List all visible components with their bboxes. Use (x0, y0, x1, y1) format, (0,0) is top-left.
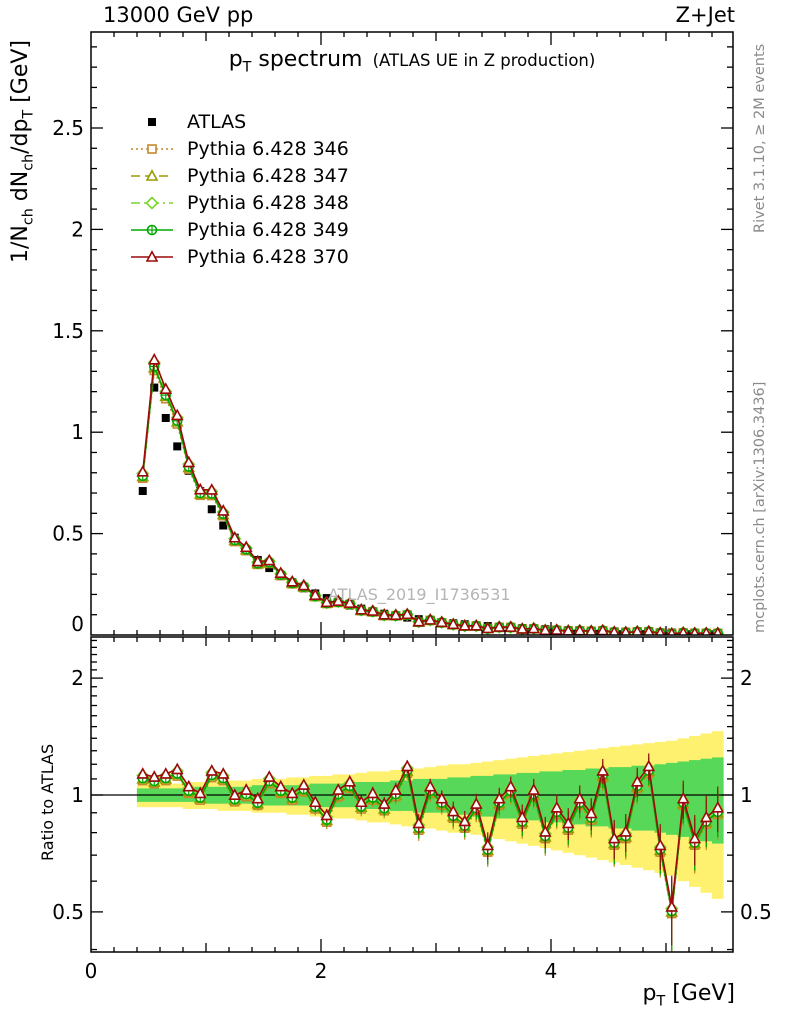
svg-text:1.5: 1.5 (52, 319, 84, 343)
legend-entry-pythia-349: Pythia 6.428 349 (129, 216, 349, 243)
beam-energy-label: 13000 GeV pp (103, 3, 254, 27)
ylabel-frag: ch (20, 153, 37, 171)
legend-entry-atlas: ATLAS (129, 108, 349, 135)
plot-title-main: pT spectrum (228, 47, 363, 76)
ratio-data (136, 753, 725, 952)
legend-label-pythia-348: Pythia 6.428 348 (187, 191, 349, 214)
svg-text:0.5: 0.5 (52, 522, 84, 546)
atlas-marker-icon (148, 117, 156, 126)
legend-entry-pythia-346: Pythia 6.428 346 (129, 135, 349, 162)
legend-entry-pythia-347: Pythia 6.428 347 (129, 162, 349, 189)
svg-text:2: 2 (315, 959, 328, 983)
pythia-346-marker-icon (131, 143, 173, 154)
pythia-370-marker-icon (131, 249, 173, 262)
axes: 0 0.5 1 1.5 2 2.5 0.5 0.5 1 1 2 2 0 2 4 (52, 31, 772, 983)
ylabel-frag: dN (8, 170, 33, 209)
svg-text:1: 1 (71, 783, 84, 807)
ylabel-frag: [GeV] (8, 39, 33, 110)
process-label: Z+Jet (675, 3, 735, 27)
legend: ATLAS Pythia 6.428 346 Pythia 6.428 347 … (129, 108, 349, 270)
rivet-version-note: Rivet 3.1.10, ≥ 2M events (752, 43, 768, 233)
pythia-349-marker-icon (131, 224, 173, 235)
svg-text:0: 0 (85, 959, 98, 983)
xlabel-sub: T (656, 993, 666, 1010)
svg-text:0.5: 0.5 (740, 900, 772, 924)
svg-text:0.5: 0.5 (52, 900, 84, 924)
pythia-348-marker-icon (131, 195, 173, 210)
title-pt-sub: T (242, 59, 252, 76)
ylabel-frag: 1/N (8, 225, 33, 263)
svg-text:1: 1 (740, 783, 753, 807)
legend-entry-pythia-370: Pythia 6.428 370 (129, 243, 349, 270)
pythia-347-marker-icon (131, 168, 173, 181)
x-axis-label: pT [GeV] (643, 981, 736, 1009)
legend-label-pythia-349: Pythia 6.428 349 (187, 218, 349, 241)
title-rest: spectrum (251, 47, 363, 72)
svg-text:2: 2 (71, 666, 84, 690)
ylabel-frag: T (20, 109, 37, 119)
y-axis-label-ratio: Ratio to ATLAS (38, 743, 57, 861)
legend-label-atlas: ATLAS (187, 110, 247, 133)
svg-text:4: 4 (545, 959, 558, 983)
y-axis-label-top: 1/Nch dNch/dpT [GeV] (8, 40, 36, 263)
legend-entry-pythia-348: Pythia 6.428 348 (129, 189, 349, 216)
legend-label-pythia-346: Pythia 6.428 346 (187, 137, 349, 160)
plot-title: pT spectrum (ATLAS UE in Z production) (91, 47, 733, 75)
svg-text:2: 2 (740, 666, 753, 690)
title-pt-p: p (228, 47, 243, 72)
xlabel-rest: [GeV] (665, 981, 735, 1006)
svg-text:2.5: 2.5 (52, 116, 84, 140)
xlabel-p: p (642, 981, 657, 1006)
mcplots-citation-note: mcplots.cern.ch [arXiv:1306.3436] (752, 381, 768, 633)
ylabel-frag: ch (20, 208, 37, 226)
svg-text:0: 0 (71, 612, 84, 636)
ratio-uncertainty-bands (91, 731, 733, 899)
ylabel-frag: /dp (8, 118, 33, 154)
spectrum-data (136, 352, 725, 635)
legend-label-pythia-347: Pythia 6.428 347 (187, 164, 349, 187)
plot-title-paren: (ATLAS UE in Z production) (372, 51, 596, 70)
svg-text:1: 1 (71, 420, 84, 444)
analysis-id-watermark: ATLAS_2019_I1736531 (328, 585, 511, 604)
svg-text:2: 2 (71, 217, 84, 241)
legend-label-pythia-370: Pythia 6.428 370 (187, 245, 349, 268)
